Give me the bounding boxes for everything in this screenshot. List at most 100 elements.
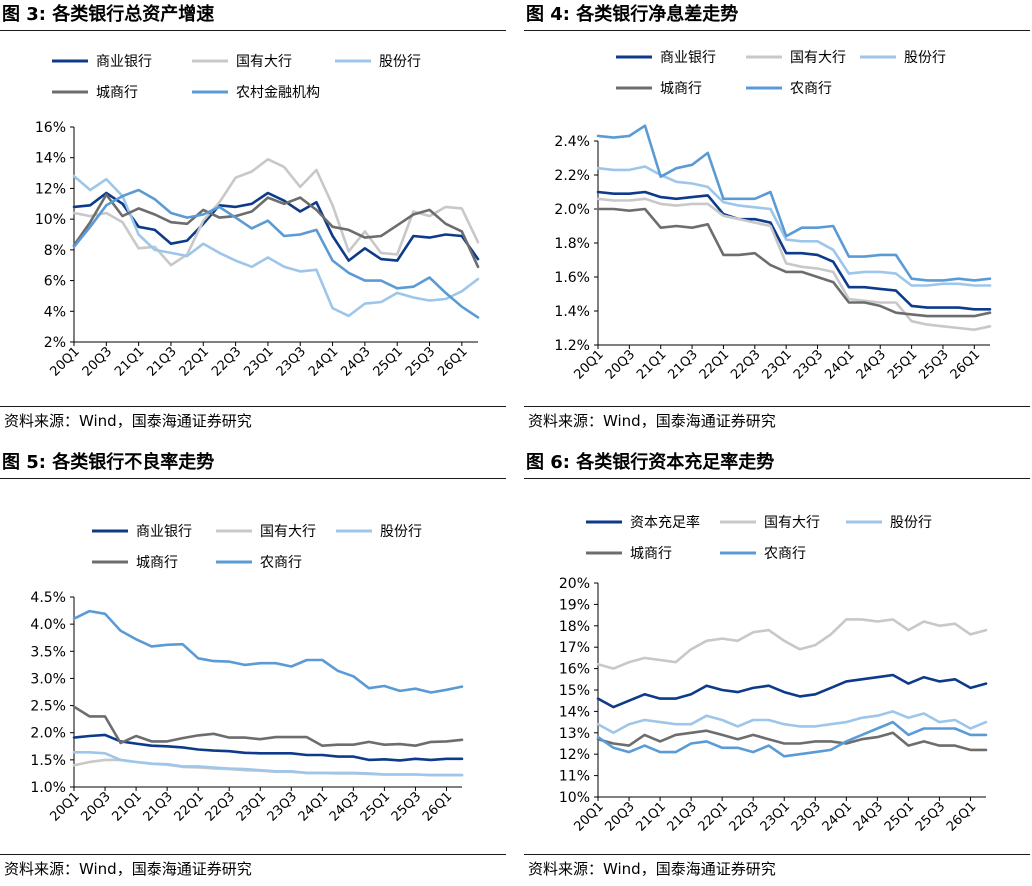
legend-label: 国有大行	[764, 515, 820, 531]
series-line	[596, 729, 988, 752]
legend-label: 城商行	[660, 81, 702, 97]
legend-label: 农商行	[790, 81, 832, 97]
series-line	[72, 705, 464, 748]
x-tick-label: 20Q3	[80, 344, 115, 379]
x-tick-label: 22Q3	[727, 799, 762, 834]
chart-panel-total-assets: 图 3: 各类银行总资产增速 商业银行 国有大行 股份行 城商行 农村金融机构 2% 4% 6…	[0, 0, 506, 438]
legend-label: 城商行	[630, 546, 672, 562]
legend-label: 国有大行	[260, 524, 316, 540]
legend-label: 商业银行	[96, 54, 152, 70]
y-tick-label: 11%	[559, 769, 590, 785]
x-tick-label: 25Q3	[389, 789, 424, 824]
y-tick-label: 12%	[35, 181, 66, 197]
y-tick-label: 19%	[559, 597, 590, 613]
source-note: 资料来源：Wind，国泰海通证券研究	[528, 412, 776, 430]
legend-label: 商业银行	[136, 524, 192, 540]
x-tick-label: 24Q3	[327, 789, 362, 824]
y-tick-label: 2.4%	[554, 134, 590, 150]
y-tick-label: 6%	[44, 274, 66, 290]
y-tick-label: 17%	[559, 640, 590, 656]
y-tick-label: 4%	[44, 304, 66, 320]
series-line	[596, 190, 992, 311]
y-tick-label: 2.0%	[554, 202, 590, 218]
y-tick-label: 14%	[559, 704, 590, 720]
x-tick-label: 21Q1	[634, 347, 669, 382]
series-line	[72, 158, 480, 267]
legend-label: 股份行	[890, 515, 932, 531]
source-divider	[524, 406, 1030, 407]
y-tick-label: 20%	[559, 576, 590, 592]
chart-panel-npl: 图 5: 各类银行不良率走势 商业银行 国有大行 股份行 城商行 农商行 1.0% 1.5%…	[0, 448, 506, 886]
source-divider	[0, 406, 506, 407]
x-tick-label: 23Q3	[265, 789, 300, 824]
y-tick-label: 15%	[559, 683, 590, 699]
source-divider	[0, 854, 506, 855]
x-tick-label: 21Q1	[110, 789, 145, 824]
y-tick-label: 2.0%	[30, 726, 66, 742]
y-tick-label: 3.0%	[30, 671, 66, 687]
x-tick-label: 21Q1	[112, 344, 147, 379]
y-tick-label: 3.5%	[30, 644, 66, 660]
x-tick-label: 24Q1	[306, 344, 341, 379]
x-tick-label: 24Q3	[851, 799, 886, 834]
legend-label: 商业银行	[660, 50, 716, 66]
legend-label: 农商行	[764, 546, 806, 562]
series-line	[596, 618, 988, 670]
x-tick-label: 22Q1	[696, 799, 731, 834]
series-line	[72, 750, 464, 777]
y-tick-label: 2.5%	[30, 699, 66, 715]
title-divider	[524, 478, 1030, 479]
chart-panel-nim: 图 4: 各类银行净息差走势 商业银行 国有大行 股份行 城商行 农商行 1.2% 1.4%…	[524, 0, 1030, 438]
x-tick-label: 25Q1	[882, 799, 917, 834]
x-tick-label: 25Q1	[358, 789, 393, 824]
y-tick-label: 12%	[559, 747, 590, 763]
y-tick-label: 1.4%	[554, 304, 590, 320]
x-tick-label: 21Q3	[144, 344, 179, 379]
series-line	[72, 174, 480, 318]
x-tick-label: 26Q1	[435, 344, 470, 379]
legend-label: 城商行	[136, 555, 178, 571]
title-divider	[0, 478, 506, 479]
x-tick-label: 23Q1	[760, 347, 795, 382]
chart-panel-car: 图 6: 各类银行资本充足率走势 资本充足率 国有大行 股份行 城商行 农商行 10% 11…	[524, 448, 1030, 886]
y-tick-label: 1.2%	[554, 338, 590, 354]
legend-label: 股份行	[904, 50, 946, 66]
x-tick-label: 21Q3	[141, 789, 176, 824]
x-tick-label: 22Q3	[209, 344, 244, 379]
x-tick-label: 25Q3	[916, 347, 951, 382]
x-tick-label: 25Q1	[885, 347, 920, 382]
x-tick-label: 22Q3	[203, 789, 238, 824]
y-tick-label: 14%	[35, 151, 66, 167]
y-tick-label: 2%	[44, 335, 66, 351]
x-tick-label: 20Q3	[603, 347, 638, 382]
legend-label: 股份行	[379, 54, 421, 70]
legend-label: 农商行	[260, 555, 302, 571]
y-tick-label: 18%	[559, 619, 590, 635]
x-tick-label: 26Q1	[948, 347, 983, 382]
y-tick-label: 16%	[35, 120, 66, 136]
x-tick-label: 20Q3	[78, 789, 113, 824]
chart-title: 图 6: 各类银行资本充足率走势	[526, 452, 775, 473]
legend-label: 国有大行	[790, 50, 846, 66]
x-tick-label: 26Q1	[420, 789, 455, 824]
source-divider	[524, 854, 1030, 855]
y-tick-label: 1.8%	[554, 236, 590, 252]
series-line	[596, 165, 992, 287]
series-line	[596, 720, 988, 758]
x-tick-label: 24Q1	[822, 347, 857, 382]
y-tick-label: 10%	[559, 790, 590, 806]
y-tick-label: 2.2%	[554, 168, 590, 184]
x-tick-label: 24Q1	[820, 799, 855, 834]
x-tick-label: 26Q1	[944, 799, 979, 834]
x-tick-label: 23Q3	[274, 344, 309, 379]
x-tick-label: 25Q3	[913, 799, 948, 834]
y-tick-label: 13%	[559, 726, 590, 742]
x-tick-label: 24Q3	[338, 344, 373, 379]
series-line	[72, 188, 480, 319]
legend-label: 农村金融机构	[236, 85, 320, 101]
